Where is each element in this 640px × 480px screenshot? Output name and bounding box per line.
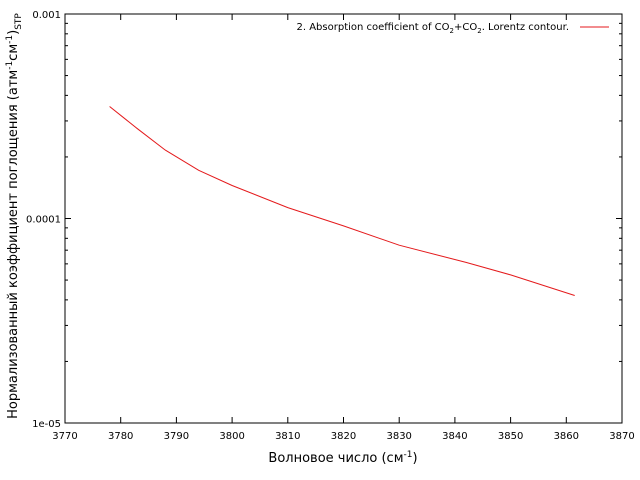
legend-label: 2. Absorption coefficient of CO2+CO2. Lo… <box>297 22 570 35</box>
plot-frame <box>64 13 623 424</box>
y-tick-label: 0.0001 <box>26 215 61 226</box>
x-tick-label: 3800 <box>219 431 244 442</box>
x-axis-ticks: 3770 3780 3790 3800 3810 3820 3830 3840 3850 3860… <box>52 14 635 442</box>
x-tick-label: 3780 <box>108 431 133 442</box>
x-tick-label: 3840 <box>442 431 467 442</box>
x-tick-label: 3850 <box>498 431 523 442</box>
x-tick-label: 3790 <box>164 431 189 442</box>
legend: 2. Absorption coefficient of CO2+CO2. Lo… <box>297 22 609 35</box>
x-tick-label: 3870 <box>609 431 634 442</box>
y-tick-label: 1e-05 <box>32 419 61 430</box>
x-tick-label: 3770 <box>52 431 77 442</box>
y-axis-title: Нормализованный коэффициент поглощения (… <box>5 13 24 419</box>
x-tick-label: 3860 <box>554 431 579 442</box>
series-line <box>109 106 575 296</box>
y-tick-label: 0.001 <box>32 10 61 21</box>
x-tick-label: 3820 <box>331 431 356 442</box>
y-axis-ticks: 1e-05 0.0001 0.001 <box>26 10 622 430</box>
x-tick-label: 3810 <box>275 431 300 442</box>
x-tick-label: 3830 <box>386 431 411 442</box>
x-axis-title: Волновое число (см-1) <box>268 450 417 466</box>
